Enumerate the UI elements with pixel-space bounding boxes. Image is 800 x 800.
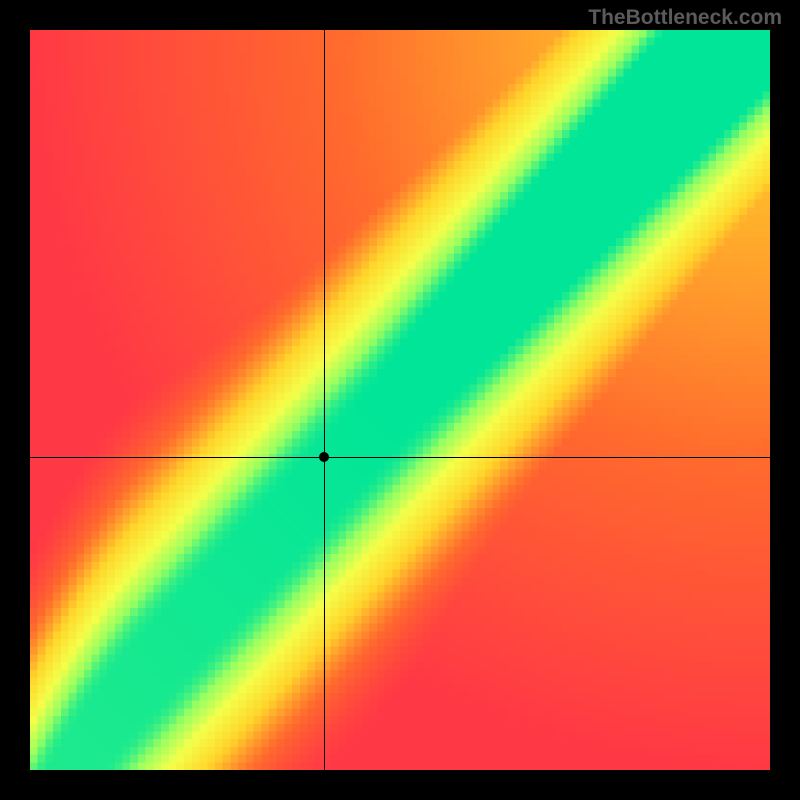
bottleneck-heatmap — [30, 30, 770, 770]
crosshair-vertical — [324, 30, 325, 770]
watermark-text: TheBottleneck.com — [588, 6, 782, 30]
plot-area — [30, 30, 770, 770]
crosshair-horizontal — [30, 457, 770, 458]
data-point-marker — [319, 452, 329, 462]
